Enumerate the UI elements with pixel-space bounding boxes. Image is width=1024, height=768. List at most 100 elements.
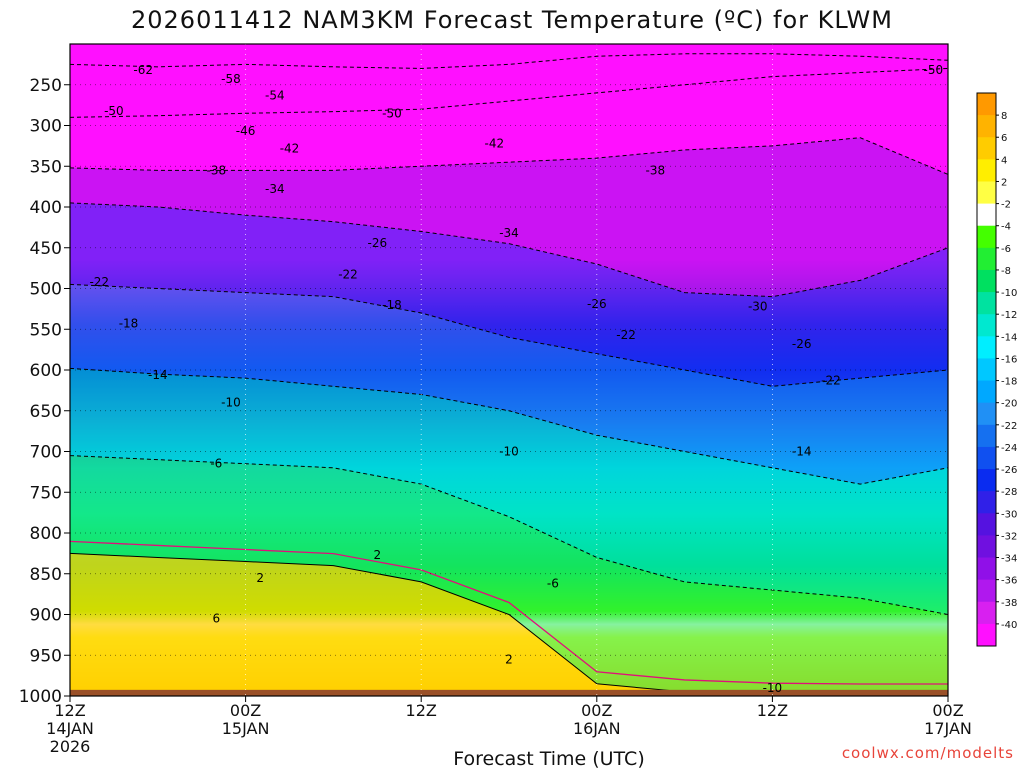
contour-label: -58 [221,72,241,86]
contour-label: -6 [547,577,559,591]
colorbar-label: -6 [1001,244,1011,255]
isotherm-line [69,202,949,298]
x-tick-label: 12Z [54,701,85,720]
colorbar-swatch [977,535,996,559]
colorbar-swatch [977,137,996,160]
contour-label: -22 [338,268,358,282]
x-tick-label: 00Z [230,701,261,720]
colorbar-label: -30 [1001,509,1017,520]
y-tick-label: 400 [30,198,62,218]
colorbar-swatch [977,358,996,382]
colorbar-swatch [977,225,996,249]
contour-label: -22 [89,275,109,289]
x-tick-label: 14JAN [46,719,94,738]
colorbar-swatch [977,424,996,448]
colorbar-label: -8 [1001,266,1011,277]
colorbar-label: -28 [1001,487,1017,498]
colorbar-label: 8 [1001,111,1007,122]
y-tick-label: 650 [30,402,62,422]
contour-label: -26 [792,337,812,351]
colorbar-label: -18 [1001,377,1017,388]
y-tick-label: 600 [30,361,62,381]
colorbar-label: -34 [1001,554,1017,565]
y-tick-label: 700 [30,443,62,463]
y-tick-label: 350 [30,157,62,177]
colorbar-label: -36 [1001,576,1017,587]
contour-label: -18 [119,317,139,331]
y-tick-label: 850 [30,565,62,585]
y-tick-label: 750 [30,483,62,503]
y-tick-label: 550 [30,320,62,340]
colorbar-swatch [977,269,996,293]
isotherm-band [70,284,948,485]
y-tick-label: 950 [30,646,62,666]
contour-label: -26 [587,297,607,311]
contour-label: -46 [236,124,256,138]
colorbar-swatch [977,181,996,205]
colorbar-swatch [977,623,996,647]
isotherm-band [70,455,948,696]
x-tick-label: 12Z [406,701,437,720]
isotherm-line [69,283,949,387]
colorbar-label: 6 [1001,133,1007,144]
isotherm-line [69,367,949,485]
colorbar-label: -4 [1001,222,1011,233]
contour-label: -14 [148,368,168,382]
contour-label: -10 [763,681,783,695]
colorbar-label: 2 [1001,177,1007,188]
contour-label: -30 [748,299,768,313]
colorbar-frame [976,92,997,647]
colorbar-swatch [977,93,996,116]
colorbar-swatch [977,469,996,492]
colorbar-swatch [977,601,996,625]
contour-label: -10 [221,396,241,410]
x-tick-label: 15JAN [222,719,270,738]
contour-label: 6 [213,612,221,626]
isotherm-line [69,455,949,615]
contour-label: -50 [104,104,124,118]
colorbar-label: -38 [1001,598,1017,609]
colorbar-label: -20 [1001,399,1017,410]
contour-label: -26 [367,236,387,250]
contour-label: -62 [133,63,153,77]
y-tick-label: 300 [30,117,62,137]
y-tick-label: 1000 [19,687,62,707]
colorbar-label: -32 [1001,531,1017,542]
colorbar-swatch [977,579,996,603]
contour-label: -18 [382,298,402,312]
warm-layer [70,553,948,696]
contour-label: 2 [256,571,264,585]
colorbar-label: -12 [1001,310,1017,321]
site-watermark: coolwx.com/modelts [841,744,1014,762]
colorbar-label: -40 [1001,620,1017,631]
x-tick-label: 16JAN [573,719,621,738]
y-tick-label: 900 [30,606,62,626]
y-tick-label: 450 [30,239,62,259]
contour-label: 2 [373,548,381,562]
contour-label: -34 [499,226,519,240]
colorbar-swatch [977,380,996,404]
colorbar-swatch [977,159,996,182]
isotherm-band [70,368,948,615]
contour-label: -34 [265,182,285,196]
colorbar-swatch [977,203,996,227]
contour-label: -38 [207,163,227,177]
contour-label: 2 [505,652,513,666]
colorbar-swatch [977,314,996,337]
contour-label: -10 [499,445,519,459]
isotherm-band [70,202,948,387]
contour-label: -6 [210,457,222,471]
freezing-line [69,540,948,685]
contour-label: -42 [485,136,505,150]
colorbar-label: -24 [1001,443,1017,454]
colorbar-swatch [977,491,996,514]
y-tick-label: 800 [30,524,62,544]
colorbar-swatch [977,336,996,359]
colorbar-label: -10 [1001,288,1017,299]
colorbar-label: -16 [1001,354,1017,365]
colorbar-swatch [977,557,996,581]
colorbar-label: 4 [1001,155,1007,166]
contour-label: -42 [280,141,300,155]
x-tick-label: 17JAN [924,719,972,738]
contour-label: -14 [792,445,812,459]
